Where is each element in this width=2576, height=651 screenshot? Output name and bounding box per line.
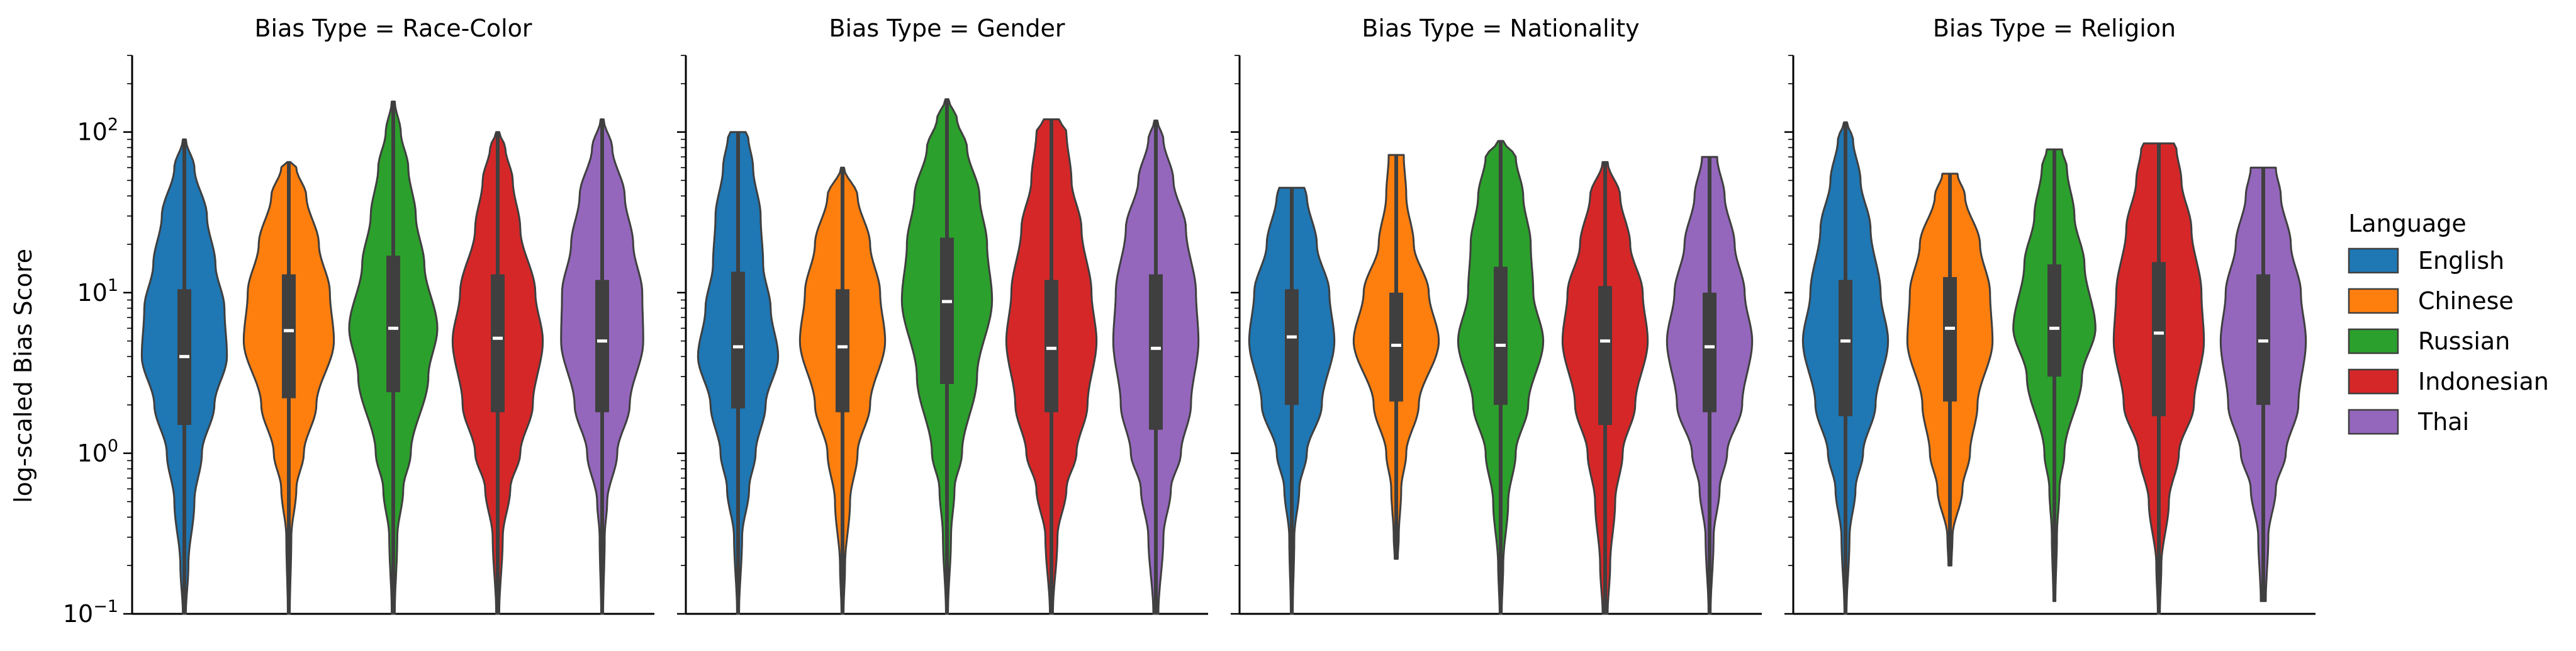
- legend-label: Thai: [2417, 408, 2469, 436]
- violin-english: [1248, 186, 1336, 615]
- panel-title: Bias Type = Nationality: [1362, 14, 1639, 42]
- legend: Language English Chinese Russian Indonesian…: [2348, 210, 2549, 436]
- legend-item-thai: Thai: [2348, 408, 2469, 436]
- violin-indonesian: [2112, 142, 2205, 615]
- violin-russian: [900, 98, 994, 615]
- legend-item-indonesian: Indonesian: [2348, 368, 2549, 395]
- violin-thai: [1112, 119, 1200, 615]
- legend-item-english: English: [2348, 247, 2504, 275]
- violin-thai: [2219, 166, 2307, 603]
- legend-label: Chinese: [2418, 287, 2514, 315]
- violin-chinese: [1906, 173, 1994, 567]
- legend-label: Indonesian: [2418, 368, 2549, 395]
- panel-title: Bias Type = Religion: [1933, 14, 2176, 42]
- y-tick-label: 102: [77, 115, 118, 146]
- violin-iqr-box: [386, 256, 400, 392]
- violin-iqr-box: [1943, 277, 1957, 402]
- violin-chinese: [242, 161, 335, 615]
- violin-iqr-box: [491, 274, 505, 412]
- legend-swatch: [2348, 409, 2399, 435]
- violin-russian: [1457, 140, 1545, 615]
- violin-iqr-box: [1389, 292, 1403, 402]
- violin-english: [1801, 121, 1890, 615]
- y-tick-label: 10−1: [63, 597, 118, 628]
- facet-panel: Bias Type = Gender: [677, 14, 1208, 615]
- violin-indonesian: [451, 131, 544, 615]
- facet-panel: Bias Type = Nationality: [1231, 14, 1762, 615]
- violin-iqr-box: [595, 280, 609, 412]
- violin-iqr-box: [1703, 292, 1716, 412]
- panel-title: Bias Type = Race-Color: [254, 14, 532, 42]
- violin-iqr-box: [1285, 289, 1299, 405]
- violin-chinese: [1352, 154, 1440, 560]
- violin-iqr-box: [1044, 280, 1058, 412]
- violin-iqr-box: [282, 274, 296, 399]
- violin-chinese: [798, 166, 887, 615]
- y-tick-label: 100: [77, 436, 118, 467]
- violin-iqr-box: [1598, 286, 1612, 425]
- violin-iqr-box: [940, 237, 954, 384]
- violin-russian: [2012, 148, 2097, 603]
- violin-iqr-box: [1149, 274, 1163, 430]
- legend-label: Russian: [2418, 327, 2510, 355]
- legend-item-russian: Russian: [2348, 327, 2510, 355]
- legend-swatch: [2348, 328, 2399, 354]
- violin-iqr-box: [836, 289, 849, 412]
- y-tick-label: 101: [77, 276, 118, 307]
- violin-iqr-box: [1839, 280, 1852, 417]
- legend-label: English: [2418, 247, 2504, 275]
- facet-panel: Bias Type = Race-Color 10−1 100 101 102: [63, 14, 654, 628]
- violin-iqr-box: [731, 271, 745, 409]
- shared-y-axis: log-scaled Bias Score: [9, 249, 37, 503]
- legend-item-chinese: Chinese: [2348, 287, 2514, 315]
- violin-thai: [560, 118, 644, 615]
- violin-indonesian: [1005, 118, 1098, 615]
- legend-swatch: [2348, 368, 2399, 395]
- legend-swatch: [2348, 288, 2399, 314]
- violin-english: [140, 138, 228, 615]
- violin-thai: [1666, 156, 1754, 615]
- facet-panel: Bias Type = Religion: [1784, 14, 2316, 615]
- facet-panels: Bias Type = Race-Color10−1100101102Bias …: [63, 14, 2316, 628]
- panel-title: Bias Type = Gender: [829, 14, 1065, 42]
- violin-russian: [348, 100, 439, 615]
- legend-swatch: [2348, 247, 2399, 274]
- violin-iqr-box: [2152, 262, 2166, 417]
- violin-indonesian: [1561, 161, 1649, 615]
- violin-iqr-box: [1494, 266, 1508, 405]
- violin-iqr-box: [2047, 264, 2061, 377]
- violin-english: [697, 131, 780, 615]
- y-axis-label: log-scaled Bias Score: [9, 249, 37, 503]
- legend-title: Language: [2348, 210, 2467, 237]
